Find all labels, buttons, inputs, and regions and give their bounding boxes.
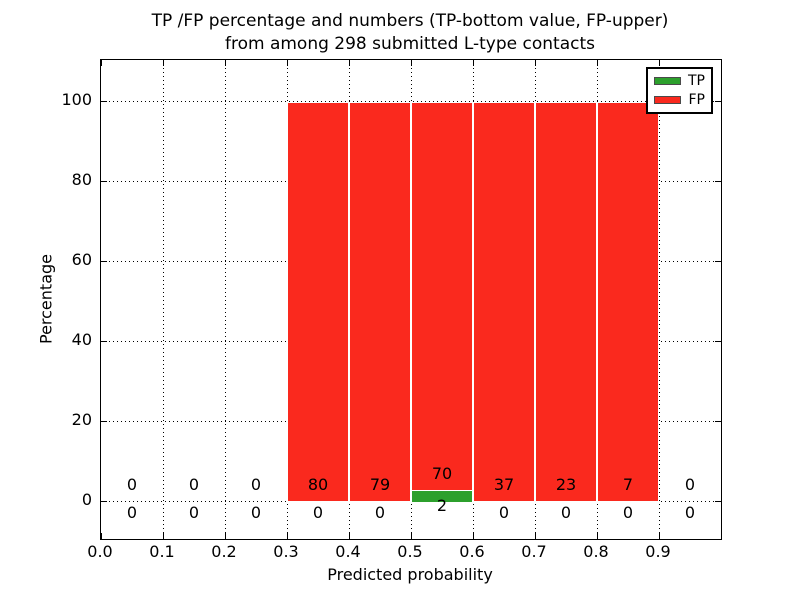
tp-count-label: 0 (560, 503, 572, 522)
fp-count-label: 80 (307, 475, 329, 494)
y-tick-right (715, 341, 721, 342)
y-tick-right (715, 421, 721, 422)
gridline-x-0.9 (659, 60, 660, 539)
x-tick-bottom (225, 533, 226, 539)
y-tick-left (101, 341, 107, 342)
tp-count-label: 0 (250, 503, 262, 522)
y-tick-left (101, 101, 107, 102)
x-axis-label: Predicted probability (327, 565, 493, 584)
x-tick-label-0.8: 0.8 (583, 542, 609, 561)
x-tick-label-0.0: 0.0 (87, 542, 113, 561)
fp-count-label: 23 (555, 475, 577, 494)
x-tick-bottom (659, 533, 660, 539)
y-tick-label-60: 60 (71, 250, 92, 269)
gridline-x-0.1 (163, 60, 164, 539)
chart-title-line1: TP /FP percentage and numbers (TP-bottom… (151, 11, 669, 31)
plot-area: 0 0 0 0 0 0 80 0 79 0 70 2 37 0 23 0 7 0 0 0 TP FP (100, 59, 722, 540)
x-tick-bottom (349, 533, 350, 539)
y-tick-left (101, 261, 107, 262)
x-tick-top (101, 60, 102, 66)
x-tick-top (659, 60, 660, 66)
fp-count-label: 70 (431, 464, 453, 483)
y-tick-right (715, 261, 721, 262)
y-tick-right (715, 181, 721, 182)
x-tick-label-0.7: 0.7 (521, 542, 547, 561)
x-tick-bottom (287, 533, 288, 539)
tp-count-label: 0 (622, 503, 634, 522)
fp-color-swatch (654, 96, 681, 104)
x-tick-bottom (101, 533, 102, 539)
chart-title-line2: from among 298 submitted L-type contacts (224, 34, 595, 54)
fp-count-label: 0 (126, 475, 138, 494)
y-tick-label-20: 20 (71, 410, 92, 429)
x-tick-top (349, 60, 350, 66)
tp-count-label: 0 (188, 503, 200, 522)
y-tick-label-40: 40 (71, 330, 92, 349)
x-tick-top (411, 60, 412, 66)
y-tick-label-100: 100 (61, 90, 92, 109)
x-tick-top (163, 60, 164, 66)
fp-count-label: 0 (188, 475, 200, 494)
y-tick-left (101, 181, 107, 182)
x-tick-label-0.2: 0.2 (211, 542, 237, 561)
x-tick-label-0.1: 0.1 (149, 542, 175, 561)
tp-count-label: 0 (684, 503, 696, 522)
x-tick-top (473, 60, 474, 66)
x-tick-label-0.4: 0.4 (335, 542, 361, 561)
y-tick-left (101, 501, 107, 502)
x-tick-top (535, 60, 536, 66)
fp-count-label: 79 (369, 475, 391, 494)
tp-count-label: 0 (126, 503, 138, 522)
legend-label-fp: FP (688, 92, 706, 108)
fp-bar-bin-5 (411, 102, 473, 491)
y-tick-right (715, 101, 721, 102)
fp-bar-bin-6 (473, 102, 535, 502)
fp-count-label: 0 (684, 475, 696, 494)
fp-count-label: 0 (250, 475, 262, 494)
legend-item-tp: TP (654, 74, 705, 88)
gridline-y-100 (101, 101, 721, 102)
gridline-x-0.2 (225, 60, 226, 539)
fp-count-label: 37 (493, 475, 515, 494)
fp-bar-bin-4 (349, 102, 411, 502)
fp-bar-bin-3 (287, 102, 349, 502)
legend: TP FP (646, 67, 713, 114)
x-tick-bottom (411, 533, 412, 539)
x-tick-label-0.6: 0.6 (459, 542, 485, 561)
x-tick-label-0.5: 0.5 (397, 542, 423, 561)
tp-count-label: 0 (312, 503, 324, 522)
tp-count-label: 0 (498, 503, 510, 522)
x-tick-bottom (473, 533, 474, 539)
x-tick-label-0.9: 0.9 (645, 542, 671, 561)
fp-bar-bin-7 (535, 102, 597, 502)
y-tick-label-0: 0 (81, 490, 92, 509)
x-tick-top (597, 60, 598, 66)
x-tick-bottom (163, 533, 164, 539)
x-tick-top (225, 60, 226, 66)
y-tick-left (101, 421, 107, 422)
tp-bar-bin-5 (411, 490, 473, 503)
legend-label-tp: TP (688, 73, 705, 89)
x-tick-label-0.3: 0.3 (273, 542, 299, 561)
y-tick-right (715, 501, 721, 502)
fp-count-label: 7 (622, 475, 634, 494)
x-tick-top (287, 60, 288, 66)
chart-title: TP /FP percentage and numbers (TP-bottom… (100, 10, 720, 56)
y-tick-label-80: 80 (71, 170, 92, 189)
tp-count-label: 2 (436, 496, 448, 515)
tp-color-swatch (654, 77, 681, 85)
legend-item-fp: FP (654, 93, 705, 107)
fp-bar-bin-8 (597, 102, 659, 502)
x-tick-bottom (597, 533, 598, 539)
x-tick-bottom (535, 533, 536, 539)
tp-count-label: 0 (374, 503, 386, 522)
